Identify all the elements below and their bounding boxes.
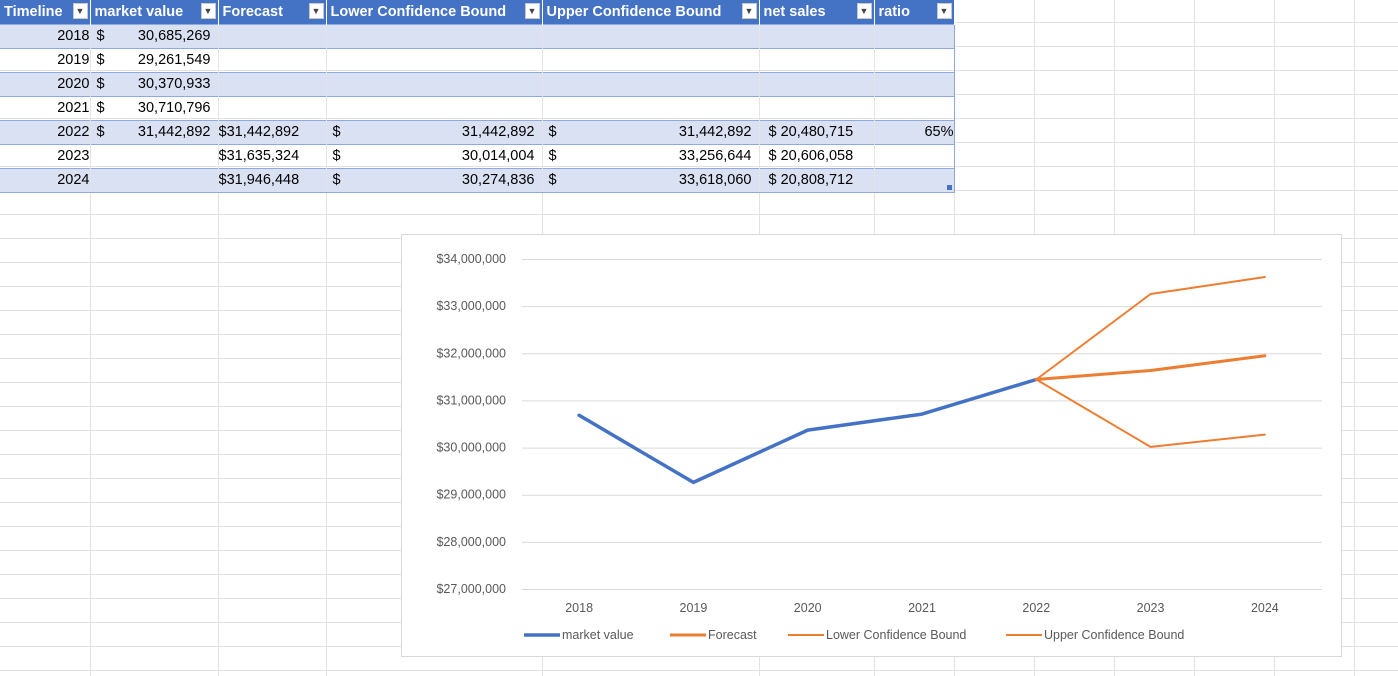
filter-dropdown-icon[interactable]: ▼ — [741, 3, 757, 19]
cell-lower-bound[interactable] — [326, 23, 543, 48]
cell-forecast[interactable] — [218, 23, 327, 48]
cell-ratio[interactable] — [874, 95, 955, 120]
table-row: 2019 $29,261,549 — [0, 47, 955, 72]
cell-upper-bound[interactable]: $33,618,060 — [542, 167, 760, 193]
cell-year[interactable]: 2024 — [0, 167, 91, 193]
header-lower-bound: Lower Confidence Bound ▼ — [326, 0, 543, 24]
cell-forecast[interactable] — [218, 47, 327, 72]
table-row: 2021 $30,710,796 — [0, 95, 955, 120]
cell-ratio[interactable]: 65% — [874, 119, 955, 144]
filter-dropdown-icon[interactable]: ▼ — [936, 3, 952, 19]
table-row: 2020 $30,370,933 — [0, 71, 955, 96]
cell-year[interactable]: 2021 — [0, 95, 91, 120]
cell-upper-bound[interactable]: $31,442,892 — [542, 119, 760, 144]
y-tick-label: $29,000,000 — [436, 488, 506, 502]
cell-year[interactable]: 2018 — [0, 23, 91, 48]
filter-dropdown-icon[interactable]: ▼ — [72, 3, 88, 19]
filter-dropdown-icon[interactable]: ▼ — [200, 3, 216, 19]
cell-forecast[interactable] — [218, 71, 327, 96]
cell-ratio[interactable] — [874, 47, 955, 72]
cell-net-sales[interactable] — [759, 23, 875, 48]
series-line-lower-confidence-bound[interactable] — [1035, 378, 1266, 448]
cell-year[interactable]: 2023 — [0, 143, 91, 168]
filter-dropdown-icon[interactable]: ▼ — [856, 3, 872, 19]
table-resize-handle[interactable] — [947, 185, 952, 190]
cell-ratio[interactable] — [874, 23, 955, 48]
x-tick-label: 2019 — [680, 601, 708, 615]
cell-lower-bound[interactable]: $31,442,892 — [326, 119, 543, 144]
cell-net-sales[interactable]: $ 20,606,058 — [759, 143, 875, 168]
cell-net-sales[interactable]: $ 20,480,715 — [759, 119, 875, 144]
cell-market-value[interactable]: $31,442,892 — [90, 119, 219, 144]
cell-lower-bound[interactable]: $30,014,004 — [326, 143, 543, 168]
y-tick-label: $34,000,000 — [436, 252, 506, 266]
series-line-market-value[interactable] — [577, 377, 1039, 485]
cell-upper-bound[interactable] — [542, 95, 760, 120]
cell-ratio[interactable] — [874, 143, 955, 168]
cell-market-value[interactable]: $29,261,549 — [90, 47, 219, 72]
series-line-upper-confidence-bound[interactable] — [1035, 276, 1266, 381]
cell-upper-bound[interactable]: $33,256,644 — [542, 143, 760, 168]
filter-dropdown-icon[interactable]: ▼ — [524, 3, 540, 19]
cell-net-sales[interactable] — [759, 95, 875, 120]
y-tick-label: $31,000,000 — [436, 393, 506, 407]
table-row: 2018 $30,685,269 — [0, 23, 955, 48]
cell-net-sales[interactable]: $ 20,808,712 — [759, 167, 875, 193]
filter-dropdown-icon[interactable]: ▼ — [308, 3, 324, 19]
excel-table: Timeline ▼ market value ▼ Forecast ▼ Lower … — [0, 0, 955, 193]
legend-label: Lower Confidence Bound — [826, 628, 966, 642]
cell-lower-bound[interactable] — [326, 95, 543, 120]
table-row: 2023 $31,635,324 $30,014,004 $33,256,644 $ 2… — [0, 143, 955, 168]
cell-upper-bound[interactable] — [542, 47, 760, 72]
cell-net-sales[interactable] — [759, 47, 875, 72]
cell-ratio[interactable] — [874, 167, 955, 193]
cell-forecast[interactable]: $31,635,324 — [218, 143, 327, 168]
chart-svg: $27,000,000 $28,000,000 $29,000,000 $30,000… — [436, 252, 1322, 642]
table-header-row: Timeline ▼ market value ▼ Forecast ▼ Lower … — [0, 0, 955, 24]
x-tick-label: 2021 — [908, 601, 936, 615]
cell-forecast[interactable]: $31,442,892 — [218, 119, 327, 144]
header-net-sales: net sales ▼ — [759, 0, 875, 24]
y-tick-label: $28,000,000 — [436, 535, 506, 549]
x-tick-label: 2022 — [1022, 601, 1050, 615]
x-tick-label: 2018 — [565, 601, 593, 615]
cell-forecast[interactable]: $31,946,448 — [218, 167, 327, 193]
cell-market-value[interactable]: $30,685,269 — [90, 23, 219, 48]
cell-market-value[interactable]: $30,370,933 — [90, 71, 219, 96]
legend-label: market value — [562, 628, 634, 642]
cell-lower-bound[interactable]: $30,274,836 — [326, 167, 543, 193]
line-chart[interactable]: $27,000,000 $28,000,000 $29,000,000 $30,000… — [401, 234, 1342, 657]
cell-forecast[interactable] — [218, 95, 327, 120]
y-tick-label: $33,000,000 — [436, 299, 506, 313]
cell-upper-bound[interactable] — [542, 71, 760, 96]
header-market-value: market value ▼ — [90, 0, 219, 24]
cell-market-value[interactable]: $30,710,796 — [90, 95, 219, 120]
y-tick-label: $30,000,000 — [436, 441, 506, 455]
header-ratio: ratio ▼ — [874, 0, 955, 24]
cell-lower-bound[interactable] — [326, 47, 543, 72]
cell-market-value[interactable] — [90, 143, 219, 168]
cell-year[interactable]: 2020 — [0, 71, 91, 96]
cell-year[interactable]: 2019 — [0, 47, 91, 72]
header-forecast: Forecast ▼ — [218, 0, 327, 24]
cell-lower-bound[interactable] — [326, 71, 543, 96]
x-tick-label: 2024 — [1251, 601, 1279, 615]
series-line-forecast[interactable] — [1034, 354, 1267, 381]
table-row: 2024 $31,946,448 $30,274,836 $33,618,060 $ 2… — [0, 167, 955, 193]
y-tick-label: $32,000,000 — [436, 346, 506, 360]
x-tick-label: 2020 — [794, 601, 822, 615]
cell-upper-bound[interactable] — [542, 23, 760, 48]
x-tick-label: 2023 — [1137, 601, 1165, 615]
legend-label: Upper Confidence Bound — [1044, 628, 1184, 642]
header-timeline: Timeline ▼ — [0, 0, 91, 24]
cell-market-value[interactable] — [90, 167, 219, 193]
cell-ratio[interactable] — [874, 71, 955, 96]
table-row: 2022 $31,442,892 $31,442,892 $31,442,892 $31… — [0, 119, 955, 144]
y-tick-label: $27,000,000 — [436, 582, 506, 596]
cell-year[interactable]: 2022 — [0, 119, 91, 144]
cell-net-sales[interactable] — [759, 71, 875, 96]
legend-label: Forecast — [708, 628, 757, 642]
header-upper-bound: Upper Confidence Bound ▼ — [542, 0, 760, 24]
